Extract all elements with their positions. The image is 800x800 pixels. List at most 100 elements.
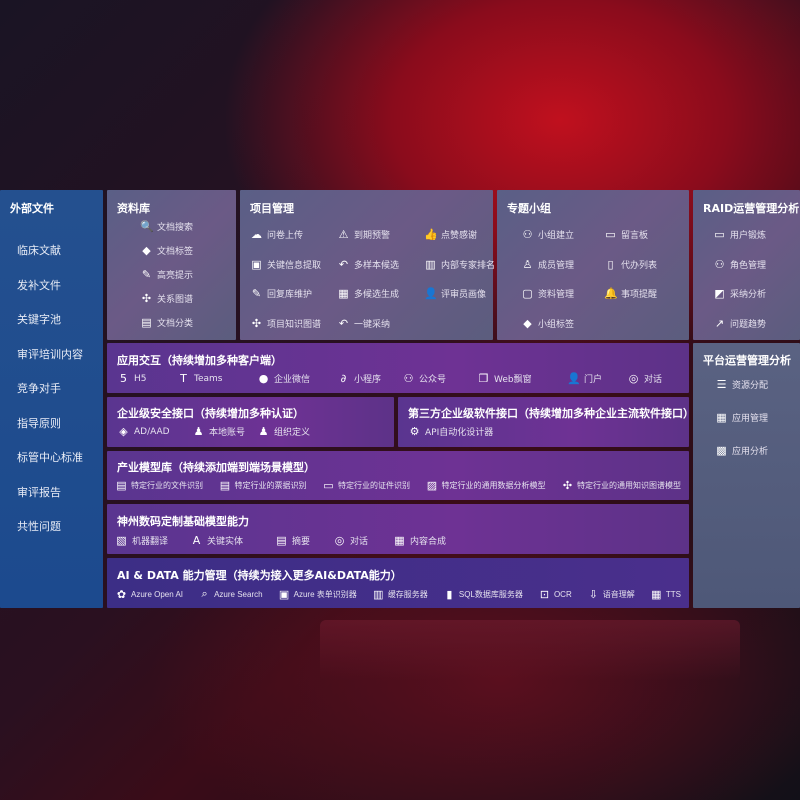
feature-item[interactable]: ✎ 高亮提示: [140, 268, 193, 281]
feature-item[interactable]: ▣ 关键信息提取: [250, 258, 321, 271]
feature-item[interactable]: ▦ 多候选生成: [337, 287, 399, 300]
feature-item[interactable]: ▤ 摘要: [275, 534, 310, 547]
external-files-panel: 外部文件 临床文献发补文件关键字池审评培训内容 竞争对手指导原则标管中心标准 审评报…: [0, 190, 103, 608]
id-card-icon: ▭: [714, 228, 725, 241]
feature-item[interactable]: ▢ 资料管理: [521, 287, 574, 300]
feature-item[interactable]: ⚇ 小组建立: [521, 228, 574, 241]
feature-item[interactable]: ▨ 特定行业的通用数据分析模型: [426, 479, 546, 492]
feature-item[interactable]: ⚠ 到期预警: [337, 228, 390, 241]
library-panel: 资料库 🔍 文档搜索 ◆ 文档标签 ✎ 高亮提示 ✣ 关系图谱 ▤ 文档分类: [107, 190, 236, 340]
alarm-icon: ⚠: [338, 228, 349, 241]
feature-label: 文档搜索: [157, 223, 194, 233]
panel-title: 资料库: [117, 202, 150, 215]
feature-item[interactable]: ✿ Azure Open AI: [115, 588, 183, 601]
feature-item[interactable]: ✣ 关系图谱: [140, 292, 193, 305]
feature-item[interactable]: ▭ 特定行业的证件识别: [322, 479, 410, 492]
feature-item[interactable]: ▦ 内容合成: [393, 534, 446, 547]
feature-item[interactable]: ↶ 一键采纳: [337, 317, 390, 330]
feature-item[interactable]: ❐ Web飘窗: [477, 372, 532, 385]
feature-item[interactable]: ♟ 本地账号: [192, 425, 245, 438]
feature-item[interactable]: ☰ 资源分配: [715, 378, 768, 391]
edit-icon: ✎: [251, 287, 262, 300]
feature-item[interactable]: ● 企业微信: [257, 372, 310, 385]
feature-item[interactable]: ∂ 小程序: [337, 372, 381, 385]
feature-item[interactable]: ⇩ 语音理解: [587, 588, 635, 601]
feature-item[interactable]: ◆ 小组标签: [521, 317, 574, 330]
feature-item[interactable]: 5 H5: [117, 372, 147, 385]
sidebar-item[interactable]: 共性问题: [17, 520, 61, 533]
feature-item[interactable]: ✎ 回复库维护: [250, 287, 312, 300]
teams-icon: T: [180, 372, 187, 385]
feature-item[interactable]: ▥ 缓存服务器: [372, 588, 428, 601]
feature-item[interactable]: ◎ 对话: [333, 534, 368, 547]
sidebar-item[interactable]: 审评培训内容: [17, 347, 83, 361]
feature-item[interactable]: ♟ 组织定义: [257, 425, 310, 438]
api-gear-icon: ⚙: [409, 425, 420, 438]
feature-item[interactable]: ▩ 应用分析: [715, 444, 768, 457]
sidebar-item[interactable]: 竞争对手: [17, 382, 61, 395]
feature-item[interactable]: ⚙ API自动化设计器: [408, 425, 494, 438]
feature-label: 项目知识图谱: [267, 319, 322, 330]
feature-item[interactable]: ⚇ 角色管理: [713, 258, 766, 271]
feature-item[interactable]: A 关键实体: [190, 534, 243, 547]
thirdparty-panel: 第三方企业级软件接口（持续增加多种企业主流软件接口） ⚙ API自动化设计器: [398, 397, 694, 447]
feature-item[interactable]: ✣ 项目知识图谱: [250, 317, 321, 330]
feature-item[interactable]: ▣ Azure 表单识别器: [278, 588, 357, 601]
feature-item[interactable]: ▮ SQL数据库服务器: [443, 588, 523, 601]
feature-item[interactable]: ▤ 特定行业的文件识别: [115, 479, 203, 492]
ad-icon: ◈: [119, 425, 128, 438]
feature-label: 应用管理: [732, 414, 769, 424]
feature-label: 一键采纳: [354, 319, 391, 330]
feature-item[interactable]: ▦ 应用管理: [715, 411, 768, 424]
feature-item[interactable]: T Teams: [177, 372, 222, 385]
id-card-icon: ▭: [323, 480, 334, 492]
feature-label: 问卷上传: [267, 231, 304, 241]
feature-item[interactable]: ⚇ 公众号: [402, 372, 446, 385]
feature-item[interactable]: ▤ 特定行业的票据识别: [219, 479, 307, 492]
feature-item[interactable]: ▤ 文档分类: [140, 316, 193, 329]
users-icon: ⚇: [522, 228, 533, 241]
user-add-icon: ♙: [522, 257, 533, 271]
feature-item[interactable]: ◆ 文档标签: [140, 244, 193, 257]
feature-label: 高亮提示: [157, 271, 194, 281]
chart-icon: ▨: [426, 480, 438, 492]
feature-item[interactable]: ◈ AD/AAD: [117, 425, 169, 438]
compose-icon: ▦: [394, 534, 405, 547]
feature-label: 资料管理: [538, 290, 575, 300]
feature-item[interactable]: ♙ 成员管理: [521, 258, 574, 271]
feature-item[interactable]: ▥ 内部专家排名: [424, 258, 495, 271]
feature-label: 摘要: [292, 537, 311, 547]
feature-label: Azure Search: [214, 590, 263, 599]
sidebar-item[interactable]: 临床文献: [17, 244, 61, 257]
feature-item[interactable]: ▭ 留言板: [604, 228, 648, 241]
ocr-icon: ⊡: [539, 589, 550, 601]
feature-item[interactable]: 👍 点赞感谢: [424, 228, 477, 241]
feature-item[interactable]: ⌕ Azure Search: [198, 588, 263, 601]
feature-item[interactable]: ✣ 特定行业的通用知识图谱模型: [561, 479, 681, 492]
sidebar-item[interactable]: 审评报告: [17, 485, 61, 499]
feature-item[interactable]: 👤 门户: [567, 372, 602, 385]
panel-title: 外部文件: [10, 202, 54, 215]
feature-item[interactable]: ↗ 问题趋势: [713, 317, 766, 330]
sidebar-item[interactable]: 指导原则: [17, 416, 61, 430]
feature-item[interactable]: ◎ 对话: [627, 372, 662, 385]
feature-label: 特定行业的票据识别: [234, 481, 307, 490]
platform-panel: 平台运营管理分析 ☰ 资源分配 ▦ 应用管理 ▩ 应用分析: [693, 343, 800, 608]
sidebar-item[interactable]: 关键字池: [17, 313, 61, 326]
feature-item[interactable]: ⊡ OCR: [538, 588, 572, 601]
sidebar-item[interactable]: 标管中心标准: [17, 451, 83, 464]
feature-item[interactable]: ▯ 代办列表: [604, 258, 657, 271]
feature-label: TTS: [665, 590, 681, 599]
feature-item[interactable]: ↶ 多样本候选: [337, 258, 399, 271]
feature-item[interactable]: 🔔 事项提醒: [604, 287, 657, 300]
checklist-icon: ☰: [716, 378, 727, 391]
sidebar-item[interactable]: 发补文件: [17, 278, 61, 292]
feature-item[interactable]: 🔍 文档搜索: [140, 220, 193, 233]
feature-item[interactable]: ◩ 采纳分析: [713, 287, 766, 300]
feature-item[interactable]: 👤 评审员画像: [424, 287, 486, 300]
chat-icon: ◎: [628, 372, 639, 385]
feature-item[interactable]: ▭ 用户锻炼: [713, 228, 766, 241]
feature-item[interactable]: ☁ 问卷上传: [250, 228, 303, 241]
feature-item[interactable]: ▦ TTS: [650, 588, 681, 601]
feature-item[interactable]: ▧ 机器翻译: [115, 534, 168, 547]
